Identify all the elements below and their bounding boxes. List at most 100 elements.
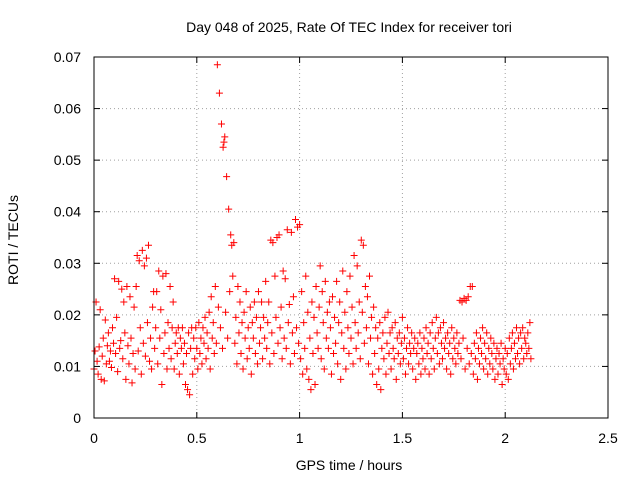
data-point <box>205 308 213 316</box>
data-point <box>183 350 191 358</box>
data-point <box>98 352 106 360</box>
data-point <box>505 334 513 342</box>
data-point <box>169 298 177 306</box>
data-point <box>117 337 125 345</box>
data-point <box>121 329 129 337</box>
data-point <box>134 347 142 355</box>
data-point <box>111 275 119 283</box>
data-point <box>494 370 502 378</box>
data-point <box>172 329 180 337</box>
data-point <box>215 89 223 97</box>
data-point <box>190 334 198 342</box>
data-point <box>262 277 270 285</box>
data-point <box>377 386 385 394</box>
data-point <box>220 138 228 146</box>
data-point <box>477 334 485 342</box>
data-point <box>524 329 532 337</box>
data-point <box>419 355 427 363</box>
data-point <box>246 303 254 311</box>
data-point <box>397 339 405 347</box>
y-tick-label: 0.05 <box>54 152 81 168</box>
data-point <box>181 380 189 388</box>
data-point <box>143 319 151 327</box>
data-point <box>356 355 364 363</box>
data-point <box>472 329 480 337</box>
data-point <box>482 355 490 363</box>
data-point <box>293 324 301 332</box>
data-point <box>359 241 367 249</box>
data-point <box>322 334 330 342</box>
data-point <box>136 324 144 332</box>
data-point <box>184 386 192 394</box>
data-point <box>444 329 452 337</box>
data-point <box>123 282 131 290</box>
data-point <box>178 324 186 332</box>
data-point <box>211 282 219 290</box>
data-point <box>176 334 184 342</box>
data-point <box>187 344 195 352</box>
data-point <box>367 334 375 342</box>
data-point <box>373 380 381 388</box>
data-point <box>445 350 453 358</box>
y-tick-label: 0.01 <box>54 358 81 374</box>
data-point <box>127 334 135 342</box>
data-point <box>458 298 466 306</box>
data-point <box>387 365 395 373</box>
data-point <box>258 298 266 306</box>
data-point <box>520 355 528 363</box>
data-point <box>216 324 224 332</box>
data-point <box>499 355 507 363</box>
data-point <box>272 313 280 321</box>
data-point <box>391 319 399 327</box>
data-point <box>259 355 267 363</box>
data-point <box>323 308 331 316</box>
data-point <box>280 334 288 342</box>
data-point <box>513 324 521 332</box>
data-point <box>413 350 421 358</box>
data-point <box>502 370 510 378</box>
data-point <box>201 313 209 321</box>
data-point <box>287 228 295 236</box>
data-point <box>459 334 467 342</box>
data-point <box>414 339 422 347</box>
data-point <box>105 357 113 365</box>
data-point <box>396 360 404 368</box>
data-point <box>152 324 160 332</box>
data-point <box>362 324 370 332</box>
data-point <box>361 282 369 290</box>
data-point <box>514 350 522 358</box>
data-point <box>271 272 279 280</box>
data-point <box>385 350 393 358</box>
data-point <box>465 360 473 368</box>
data-point <box>265 298 273 306</box>
data-point <box>285 301 293 309</box>
data-point <box>122 375 130 383</box>
data-point <box>366 272 374 280</box>
data-point <box>252 313 260 321</box>
data-point <box>256 339 264 347</box>
data-point <box>412 375 420 383</box>
data-point <box>171 339 179 347</box>
data-point <box>146 357 154 365</box>
data-point <box>332 339 340 347</box>
data-point <box>112 350 120 358</box>
data-point <box>316 262 324 270</box>
data-point <box>165 344 173 352</box>
data-point <box>154 360 162 368</box>
data-point <box>104 329 112 337</box>
data-point <box>384 308 392 316</box>
data-point <box>312 282 320 290</box>
data-point <box>170 365 178 373</box>
data-point <box>492 355 500 363</box>
data-point <box>369 370 377 378</box>
data-point <box>166 282 174 290</box>
data-point <box>314 344 322 352</box>
data-point <box>298 288 306 296</box>
data-point <box>449 355 457 363</box>
data-point <box>487 334 495 342</box>
data-point <box>313 329 321 337</box>
data-point <box>207 293 215 301</box>
data-point <box>284 319 292 327</box>
data-point <box>160 350 168 358</box>
